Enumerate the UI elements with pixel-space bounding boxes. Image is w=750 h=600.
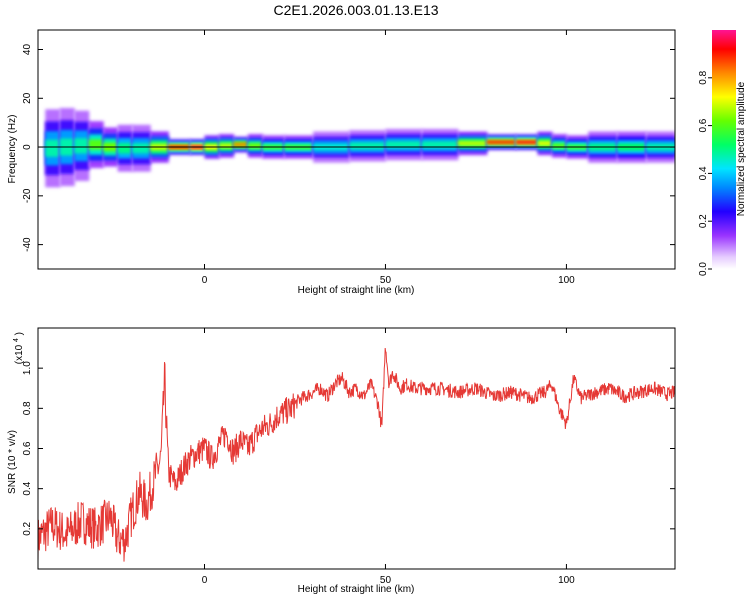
colorbar-tick-label: 0.8 — [698, 70, 709, 84]
spectrogram-segment — [385, 129, 423, 161]
colorbar-ticks: 0.0 0.2 0.4 0.6 0.8 — [698, 70, 712, 276]
snr-background — [38, 328, 675, 569]
snr-x-axis-label: Height of straight line (km) — [298, 584, 415, 595]
spectrogram-segment — [247, 134, 263, 158]
snr-y-tick-label: 0.6 — [22, 441, 33, 455]
spectrogram-segment — [457, 131, 488, 156]
spectrogram-y-axis-label: Frequency (Hz) — [7, 115, 18, 184]
snr-y-ticks: 0.2 0.4 0.6 0.8 1.0 — [22, 361, 675, 536]
spectrogram-y-tick-label: -40 — [22, 237, 33, 252]
snr-y-tick-label: 0.8 — [22, 401, 33, 415]
snr-y-tick-label: 1.0 — [22, 361, 33, 375]
spectrogram-segment — [117, 124, 133, 172]
spectrogram-segment — [132, 124, 151, 172]
snr-x-ticks: 0 50 100 — [202, 328, 575, 586]
colorbar-tick-label: 0.0 — [698, 262, 709, 276]
snr-y-axis-label: SNR (10 * v/v) — [7, 430, 18, 494]
snr-panel: 0 50 100 0.2 0.4 0.6 0.8 1.0 Height of straigh… — [7, 327, 676, 595]
snr-x-tick-label: 0 — [202, 575, 208, 586]
spectrogram-segment — [486, 134, 517, 150]
snr-multiplier-base: (x10 — [14, 344, 25, 364]
spectrogram-segment — [218, 134, 235, 158]
colorbar-label: Normalized spectral amplitude — [736, 81, 747, 216]
snr-y-tick-label: 0.4 — [22, 481, 33, 495]
spectrogram-segment — [88, 121, 104, 169]
spectrogram-x-tick-label: 100 — [558, 275, 575, 286]
colorbar: 0.0 0.2 0.4 0.6 0.8 Normalized spectral ampl… — [698, 30, 747, 276]
spectrogram-x-axis-label: Height of straight line (km) — [298, 285, 415, 296]
snr-x-tick-label: 50 — [380, 575, 392, 586]
spectrogram-x-ticks: 0 50 100 — [202, 30, 575, 286]
spectrogram-segment — [421, 129, 459, 161]
spectrogram-segment — [45, 109, 61, 188]
colorbar-gradient — [712, 30, 736, 269]
snr-series-line — [38, 347, 675, 562]
figure-title: C2E1.2026.003.01.13.E13 — [273, 2, 439, 18]
snr-multiplier-exponent: 4 — [13, 338, 20, 342]
colorbar-tick-label: 0.6 — [698, 118, 709, 132]
spectrogram-frame — [37, 29, 676, 270]
spectrogram-y-tick-label: 40 — [22, 44, 33, 56]
snr-multiplier: (x10 4 ) — [10, 332, 25, 364]
colorbar-tick-label: 0.4 — [698, 166, 709, 180]
spectrogram-segment — [515, 134, 539, 150]
spectrogram-segment — [349, 130, 387, 162]
svg-text:(x10 4 ): (x10 4 ) — [10, 332, 25, 364]
spectrogram-y-ticks: -40 -20 0 20 40 — [22, 44, 675, 252]
spectrogram-x-tick-label: 0 — [202, 275, 208, 286]
spectrogram-segment — [537, 131, 553, 156]
spectrogram-x-tick-label: 50 — [380, 275, 392, 286]
spectrogram-y-tick-label: -20 — [22, 188, 33, 203]
spectrogram-y-tick-label: 20 — [22, 92, 33, 104]
colorbar-tick-label: 0.2 — [698, 214, 709, 228]
spectrogram-segment — [233, 136, 249, 153]
spectrogram-ridge — [38, 108, 675, 188]
spectrogram-panel: 0 50 100 -40 -20 0 20 40 Height of straight li… — [7, 29, 676, 296]
spectrogram-segment — [551, 134, 568, 158]
snr-y-tick-label: 0.2 — [22, 521, 33, 535]
spectrogram-segment — [74, 110, 90, 181]
spectrogram-y-tick-label: 0 — [22, 144, 33, 150]
snr-x-tick-label: 100 — [558, 575, 575, 586]
